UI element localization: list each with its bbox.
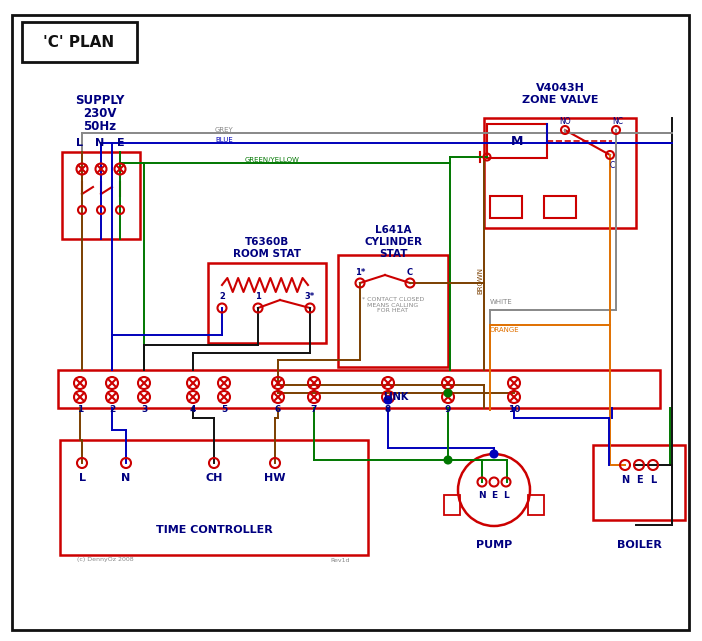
Bar <box>487 124 547 158</box>
Text: 9: 9 <box>445 406 451 415</box>
Text: 230V: 230V <box>84 106 117 119</box>
Text: E: E <box>491 490 497 499</box>
Text: N: N <box>478 490 486 499</box>
Text: N: N <box>621 475 629 485</box>
Text: Rev1d: Rev1d <box>330 558 350 563</box>
Text: CH: CH <box>205 473 223 483</box>
Text: N: N <box>95 138 105 148</box>
Text: (c) DennyOz 2008: (c) DennyOz 2008 <box>77 558 133 563</box>
Bar <box>490 196 522 218</box>
Bar <box>593 445 685 520</box>
Text: T6360B: T6360B <box>245 237 289 247</box>
Text: V4043H: V4043H <box>536 83 585 93</box>
Text: NO: NO <box>559 117 571 126</box>
Text: 3: 3 <box>141 406 147 415</box>
Text: PUMP: PUMP <box>476 540 512 550</box>
Bar <box>22 22 137 62</box>
Bar <box>58 370 660 408</box>
Text: 50Hz: 50Hz <box>84 119 117 133</box>
Text: SUPPLY: SUPPLY <box>75 94 125 106</box>
Text: C: C <box>609 160 615 169</box>
Circle shape <box>491 451 498 458</box>
Text: TIME CONTROLLER: TIME CONTROLLER <box>156 525 272 535</box>
Text: 2: 2 <box>219 292 225 301</box>
Bar <box>484 118 636 228</box>
Text: NC: NC <box>613 117 623 126</box>
Text: 8: 8 <box>385 406 391 415</box>
Circle shape <box>444 456 451 463</box>
Text: L: L <box>503 490 509 499</box>
Text: 5: 5 <box>221 406 227 415</box>
Text: E: E <box>117 138 125 148</box>
Bar <box>208 263 326 343</box>
Text: 6: 6 <box>275 406 281 415</box>
Text: ORANGE: ORANGE <box>490 327 519 333</box>
Text: L: L <box>650 475 656 485</box>
Bar <box>60 440 368 555</box>
Text: 3*: 3* <box>305 292 315 301</box>
Bar <box>528 495 544 515</box>
Text: M: M <box>511 135 523 147</box>
Text: L: L <box>79 473 86 483</box>
Circle shape <box>385 397 392 403</box>
Text: L: L <box>76 138 83 148</box>
Text: BLUE: BLUE <box>215 137 233 143</box>
Text: 7: 7 <box>311 406 317 415</box>
Bar <box>338 255 448 367</box>
Text: 4: 4 <box>190 406 196 415</box>
Text: BROWN: BROWN <box>477 267 483 294</box>
Circle shape <box>444 390 451 397</box>
Text: E: E <box>636 475 642 485</box>
Text: WHITE: WHITE <box>490 299 512 305</box>
Text: 2: 2 <box>109 406 115 415</box>
Text: 10: 10 <box>508 406 520 415</box>
Text: LINK: LINK <box>383 392 409 402</box>
Text: HW: HW <box>264 473 286 483</box>
Bar <box>62 152 140 239</box>
Text: 'C' PLAN: 'C' PLAN <box>44 35 114 49</box>
Text: GREEN/YELLOW: GREEN/YELLOW <box>245 157 300 163</box>
Text: 1: 1 <box>255 292 261 301</box>
Bar <box>544 196 576 218</box>
Text: C: C <box>407 267 413 276</box>
Text: ZONE VALVE: ZONE VALVE <box>522 95 598 105</box>
Text: 1: 1 <box>77 406 83 415</box>
Bar <box>444 495 460 515</box>
Text: CYLINDER: CYLINDER <box>364 237 422 247</box>
Text: BOILER: BOILER <box>616 540 661 550</box>
Text: N: N <box>121 473 131 483</box>
Text: GREY: GREY <box>215 127 234 133</box>
Text: * CONTACT CLOSED
MEANS CALLING
FOR HEAT: * CONTACT CLOSED MEANS CALLING FOR HEAT <box>362 297 424 313</box>
Text: STAT: STAT <box>379 249 407 259</box>
Text: L641A: L641A <box>375 225 411 235</box>
Text: 1*: 1* <box>355 267 365 276</box>
Text: ROOM STAT: ROOM STAT <box>233 249 301 259</box>
